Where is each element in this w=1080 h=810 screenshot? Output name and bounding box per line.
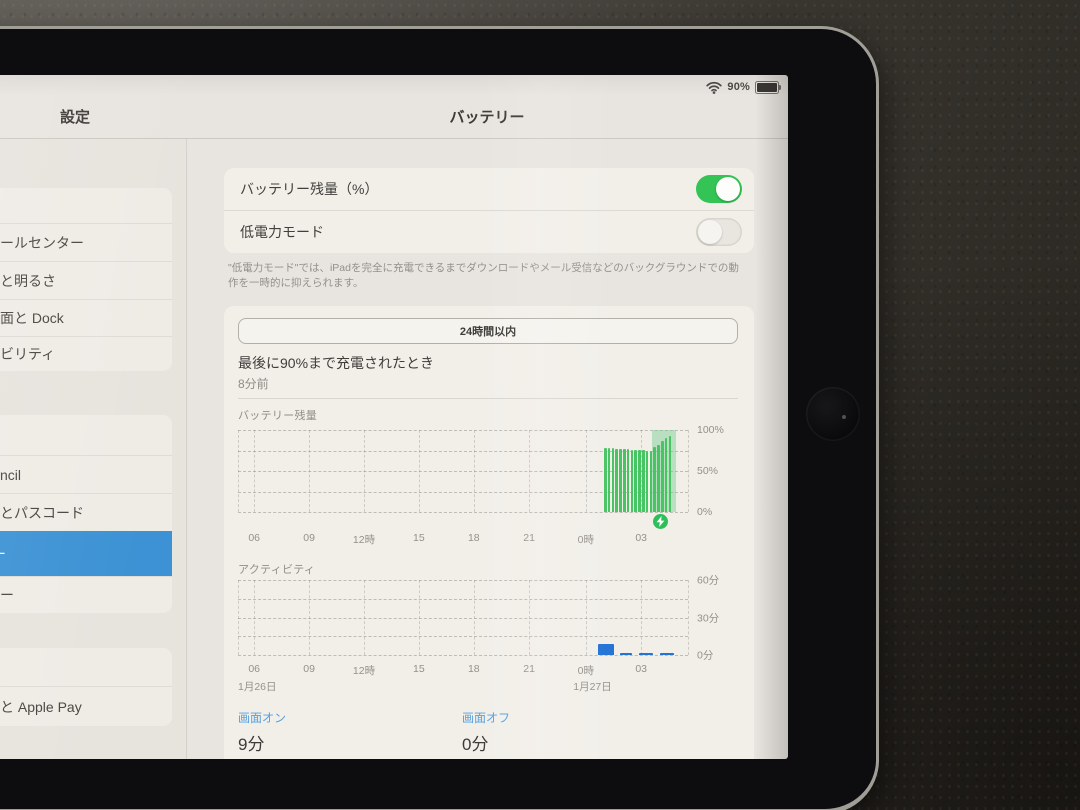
screen-on-value: 9分 <box>238 735 265 754</box>
battery-level-chart: 100% 50% 0% 06 09 12時 15 18 21 0時 03 <box>238 424 724 546</box>
charging-bolt-icon <box>653 514 669 529</box>
screen-on-label: 画面オン <box>238 711 287 725</box>
ipad-screen: 90% 設定 バッテリー ールセンター と明るさ 面と Dock ビリティ nc… <box>0 75 788 759</box>
screen-on-stat: 画面オン 9分 <box>238 709 286 755</box>
time-range-segment[interactable]: 24時間以内 <box>238 318 738 344</box>
wifi-icon <box>706 81 723 94</box>
battery-percentage-row: バッテリー残量（%） <box>224 168 754 210</box>
divider <box>238 398 738 399</box>
sidebar-group-1: ールセンター と明るさ 面と Dock ビリティ <box>0 188 172 371</box>
battery-pane: バッテリー残量（%） 低電力モード "低電力モード"では、iPadを完全に充電で… <box>186 139 788 759</box>
home-button[interactable] <box>806 387 860 441</box>
settings-title: 設定 <box>59 109 90 126</box>
screen-off-label: 画面オフ <box>462 711 511 725</box>
status-bar: 90% <box>706 80 781 94</box>
last-charge-subtitle: 8分前 <box>238 377 269 391</box>
nav-divider <box>0 138 788 139</box>
sidebar-item-cut[interactable] <box>0 415 172 455</box>
last-charge-title: 最後に90%まで充電されたとき <box>238 355 435 371</box>
battery-percentage-toggle[interactable] <box>696 175 742 203</box>
sidebar-item-privacy[interactable]: ー <box>0 576 172 613</box>
battery-usage-card: 24時間以内 最後に90%まで充電されたとき 8分前 バッテリー残量 100% 5… <box>224 306 754 759</box>
battery-icon <box>755 80 781 94</box>
sidebar-item-display-brightness[interactable]: と明るさ <box>0 261 172 299</box>
ipad-device: 90% 設定 バッテリー ールセンター と明るさ 面と Dock ビリティ nc… <box>0 26 879 810</box>
sidebar-item-wallet-apple-pay[interactable]: と Apple Pay <box>0 686 172 726</box>
toggle-card: バッテリー残量（%） 低電力モード <box>224 168 754 253</box>
battery-percent: 90% <box>727 81 750 93</box>
low-power-mode-toggle[interactable] <box>696 218 742 246</box>
battery-percentage-label: バッテリー残量（%） <box>240 181 379 197</box>
low-power-mode-label: 低電力モード <box>240 224 324 240</box>
sidebar-item-passcode[interactable]: とパスコード <box>0 493 172 531</box>
screen-off-stat: 画面オフ 0分 <box>462 709 510 755</box>
low-power-mode-footnote: "低電力モード"では、iPadを完全に充電できるまでダウンロードやメール受信など… <box>228 262 739 289</box>
sidebar-group-2: ncil とパスコード ー ー <box>0 415 172 613</box>
battery-level-chart-title: バッテリー残量 <box>238 410 318 422</box>
sidebar-item-battery-selected[interactable]: ー <box>0 531 172 576</box>
sidebar-item-home-screen-dock[interactable]: 面と Dock <box>0 299 172 336</box>
sidebar-item-apple-pencil[interactable]: ncil <box>0 455 172 493</box>
sidebar-group-3: と Apple Pay <box>0 648 172 726</box>
sidebar-item-control-center[interactable]: ールセンター <box>0 223 172 261</box>
low-power-mode-row: 低電力モード <box>224 210 754 253</box>
activity-chart: 60分 30分 0分 06 09 12時 15 18 21 0時 03 1月26日 1月27日 <box>238 574 720 693</box>
settings-sidebar: ールセンター と明るさ 面と Dock ビリティ ncil とパスコード ー ー… <box>0 139 187 759</box>
page-title: バッテリー <box>449 109 525 126</box>
screen-off-value: 0分 <box>462 735 489 754</box>
activity-chart-title: アクティビティ <box>238 564 316 576</box>
sidebar-item-accessibility[interactable]: ビリティ <box>0 336 172 371</box>
sidebar-item-cut[interactable] <box>0 188 172 223</box>
sidebar-item-cut[interactable] <box>0 648 172 686</box>
